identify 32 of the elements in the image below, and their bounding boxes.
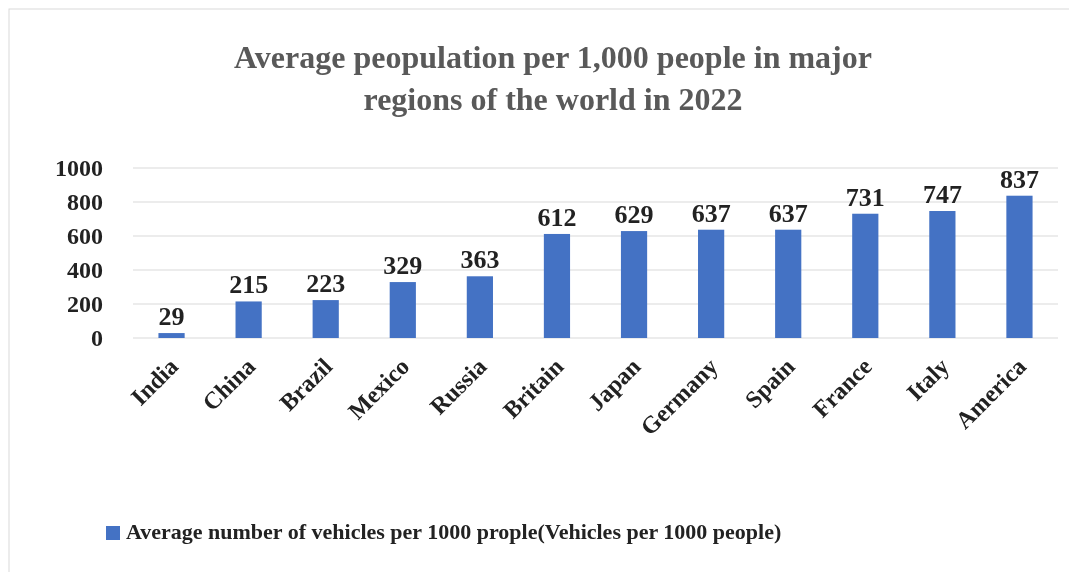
bar (775, 229, 802, 338)
data-label: 215 (229, 270, 269, 300)
data-label: 637 (691, 198, 731, 228)
bar (543, 233, 571, 338)
y-tick-label: 400 (67, 257, 103, 284)
bar (852, 213, 879, 338)
data-label: 329 (383, 251, 423, 281)
y-tick-label: 200 (67, 291, 103, 318)
legend-label: Average number of vehicles per 1000 prople(Vehicles per 1000 people) (126, 519, 782, 544)
bar (1006, 195, 1033, 338)
y-tick-label: 1000 (55, 155, 103, 182)
bar (312, 300, 339, 338)
y-tick-label: 800 (67, 189, 103, 216)
bar (620, 231, 648, 338)
data-label: 29 (158, 302, 185, 332)
data-label: 637 (768, 198, 808, 228)
bar (698, 229, 725, 338)
bar (929, 211, 956, 338)
y-tick-label: 600 (67, 223, 103, 250)
data-label: 747 (922, 180, 962, 210)
bar (466, 276, 493, 338)
bar (235, 301, 262, 338)
data-label: 612 (537, 202, 577, 232)
y-tick-label: 0 (91, 325, 103, 352)
data-label: 223 (306, 269, 346, 299)
chart-title: Average peopulation per 1,000 people in major regions of the world in 2022 (234, 39, 872, 117)
bar (158, 333, 185, 338)
data-label: 731 (845, 182, 885, 212)
data-label: 629 (614, 200, 654, 230)
bar (389, 282, 416, 338)
data-label: 837 (999, 164, 1039, 194)
data-label: 363 (460, 245, 500, 275)
